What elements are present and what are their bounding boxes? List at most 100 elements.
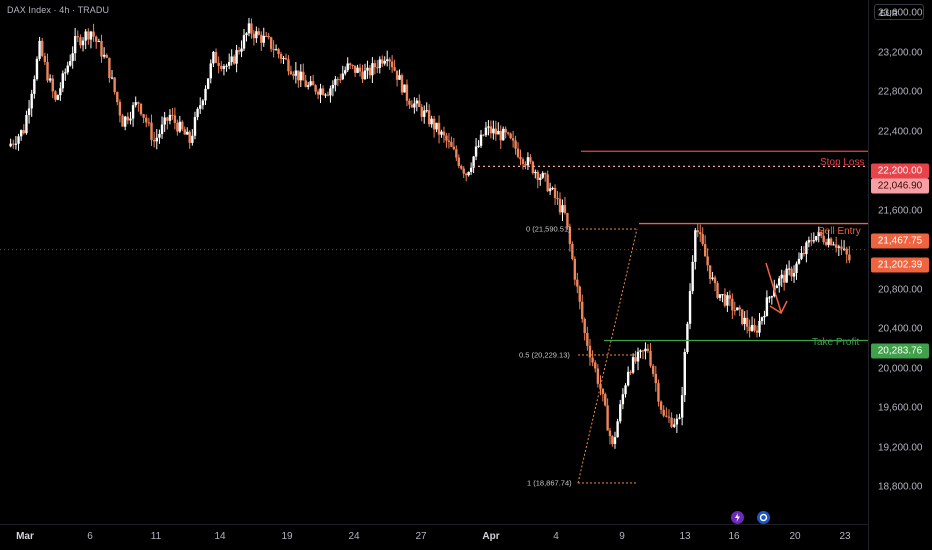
candle-body — [390, 61, 394, 68]
candle-body — [178, 121, 182, 132]
take-profit-price-tag: 20,283.76 — [871, 343, 929, 359]
price-tick-label: 19,200.00 — [878, 442, 923, 453]
candle-body — [89, 31, 93, 40]
candle-body — [48, 78, 52, 81]
candle-body — [61, 73, 65, 89]
candle-body — [509, 133, 512, 139]
currency-button[interactable]: EUR — [874, 4, 924, 20]
candle-body — [691, 261, 694, 292]
candle-body — [237, 50, 241, 52]
time-tick-label: 6 — [87, 531, 93, 542]
candle-body — [206, 78, 210, 89]
candle-body — [435, 122, 438, 130]
candle-body — [519, 156, 522, 160]
candle-body — [437, 122, 441, 135]
candle-body — [778, 278, 781, 286]
stop-loss-label: Stop Loss — [820, 157, 865, 168]
candle-body — [366, 67, 369, 71]
candle-body — [423, 110, 426, 117]
candle-body — [665, 415, 668, 417]
fib-level-05-label: 0.5 (20,229.13) — [519, 350, 570, 360]
candle-body — [626, 371, 630, 386]
settings-circle-icon[interactable] — [757, 511, 770, 524]
current-price-tag: 21,202.39 — [871, 257, 929, 273]
candle-body — [787, 268, 791, 270]
sell-entry-price-tag: 21,467.75 — [871, 233, 929, 249]
candle-body — [321, 88, 325, 95]
fib-level-0-label: 0 (21,590.51) — [526, 224, 571, 234]
time-tick-label: 27 — [415, 531, 427, 542]
candle-body — [529, 157, 532, 162]
candle-body — [118, 102, 122, 116]
candle-body — [790, 268, 793, 277]
candle-body — [795, 263, 798, 274]
candle-body — [571, 243, 574, 259]
candle-body — [289, 71, 293, 75]
candle-body — [430, 118, 433, 125]
candle-body — [546, 174, 549, 192]
candle-body — [511, 138, 515, 141]
candle-body — [842, 248, 846, 250]
time-axis-divider — [0, 524, 868, 525]
candle-body — [834, 244, 838, 248]
candle-body — [183, 129, 186, 135]
candle-body — [455, 149, 458, 158]
candle-body — [639, 350, 642, 352]
candle-body — [181, 121, 184, 130]
candle-body — [66, 65, 69, 73]
candle-body — [191, 135, 194, 143]
lightning-icon[interactable] — [731, 511, 744, 524]
time-tick-label: Mar — [16, 531, 34, 542]
candle-body — [339, 79, 342, 81]
candle-body — [309, 81, 312, 86]
candle-body — [235, 50, 238, 64]
candle-body — [738, 307, 741, 310]
candle-body — [467, 172, 470, 176]
candle-body — [378, 59, 381, 68]
candle-body — [667, 416, 671, 418]
candle-body — [675, 418, 679, 425]
candle-body — [817, 231, 820, 237]
candle-body — [745, 317, 749, 327]
candle-body — [272, 48, 275, 51]
candle-body — [269, 37, 273, 49]
candle-body — [599, 383, 602, 389]
candle-body — [147, 122, 151, 124]
candle-body — [489, 126, 493, 134]
candle-body — [331, 84, 335, 89]
time-tick-label: 19 — [281, 531, 293, 542]
candle-body — [279, 54, 283, 59]
candle-body — [54, 91, 57, 100]
candle-body — [553, 188, 557, 199]
candle-body — [494, 128, 498, 135]
candle-body — [73, 36, 77, 54]
candle-body — [123, 116, 127, 127]
candle-body — [319, 88, 322, 95]
candle-body — [706, 256, 709, 266]
candle-body — [608, 430, 612, 437]
candle-body — [631, 357, 635, 373]
price-tick-label: 22,800.00 — [878, 86, 923, 98]
candle-body — [765, 297, 769, 317]
candle-body — [413, 103, 416, 108]
candle-body — [551, 188, 554, 190]
candle-body — [257, 31, 261, 35]
candle-body — [228, 61, 231, 66]
candle-body — [201, 100, 205, 106]
candle-body — [247, 23, 251, 34]
candle-body — [763, 316, 766, 318]
candle-body — [499, 131, 502, 141]
candle-body — [840, 246, 843, 249]
candle-body — [262, 35, 265, 43]
candle-body — [358, 67, 362, 72]
candle-body — [694, 230, 697, 262]
candle-body — [723, 294, 727, 306]
candle-body — [155, 137, 158, 142]
candle-body — [131, 105, 135, 119]
candle-body — [758, 320, 761, 333]
candle-body — [38, 40, 41, 59]
candle-body — [361, 71, 364, 80]
candle-body — [287, 59, 290, 72]
